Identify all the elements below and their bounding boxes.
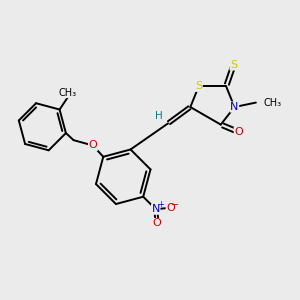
Text: O: O: [153, 218, 162, 229]
Text: −: −: [171, 200, 179, 210]
Text: S: S: [230, 60, 237, 70]
Text: O: O: [88, 140, 97, 151]
Text: H: H: [155, 111, 163, 121]
Text: S: S: [195, 81, 202, 92]
Text: CH₃: CH₃: [59, 88, 77, 98]
Text: CH₃: CH₃: [263, 98, 281, 108]
Text: N: N: [152, 204, 160, 214]
Text: N: N: [230, 102, 239, 112]
Text: +: +: [157, 200, 164, 209]
Text: O: O: [234, 127, 243, 137]
Text: O: O: [166, 203, 175, 213]
